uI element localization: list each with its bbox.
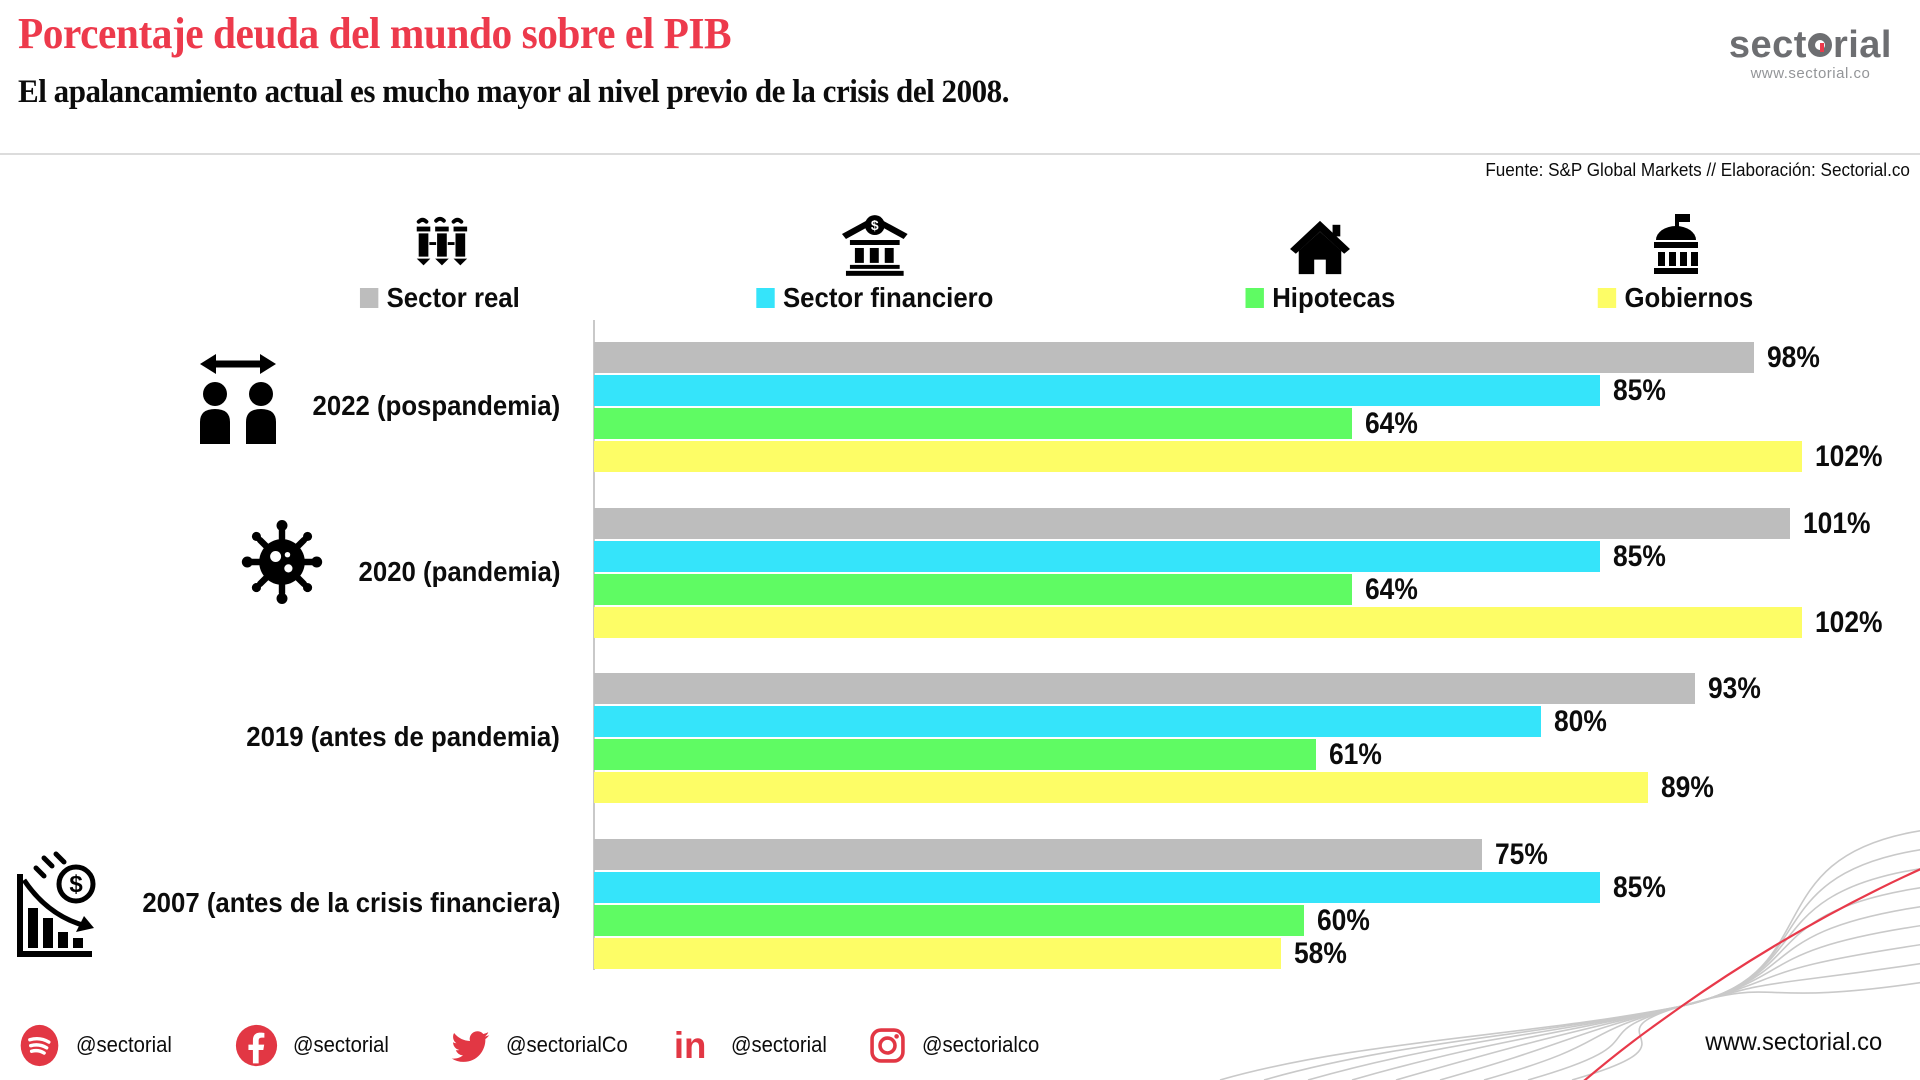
house-icon [1190, 196, 1450, 276]
chart-axis-line [593, 320, 595, 970]
bar-value-label: 64% [1365, 573, 1418, 606]
bar-sector-financiero [594, 541, 1600, 572]
social-instagram: @sectorialco [868, 1020, 1050, 1070]
bar-sector-real [594, 508, 1790, 539]
bar-gobiernos [594, 441, 1802, 472]
bar-hipotecas [594, 739, 1316, 770]
sectorial-logo-text: sect rial [1728, 24, 1892, 66]
social-facebook: @sectorial [235, 1020, 397, 1070]
group-label: 2020 (pandemia) [358, 556, 560, 587]
industry-icon [310, 196, 570, 276]
bank-icon: $ [745, 196, 1005, 276]
bar-value-label: 85% [1613, 374, 1666, 407]
svg-text:$: $ [871, 217, 879, 233]
header-divider [0, 153, 1920, 155]
social-handle: @sectorialCo [506, 1032, 628, 1057]
page-subtitle: El apalancamiento actual es mucho mayor … [18, 74, 1010, 110]
legend-text: Sector financiero [783, 282, 994, 313]
bar-value-label: 102% [1815, 440, 1883, 473]
legend-text: Hipotecas [1271, 282, 1395, 313]
legend-label: Hipotecas [1245, 282, 1395, 314]
legend-swatch [1598, 288, 1617, 308]
bar-value-label: 80% [1554, 705, 1607, 738]
legend-text: Gobiernos [1624, 282, 1754, 313]
legend-swatch [360, 288, 379, 308]
bar-value-label: 102% [1815, 606, 1883, 639]
bar-sector-financiero [594, 706, 1541, 737]
svg-text:in: in [674, 1025, 707, 1066]
bar-value-label: 93% [1708, 672, 1761, 705]
legend-item-hipotecas: Hipotecas [1190, 196, 1450, 314]
bar-sector-real [594, 673, 1695, 704]
bar-value-label: 98% [1767, 341, 1820, 374]
legend-swatch [756, 288, 775, 308]
bar-sector-financiero [594, 375, 1600, 406]
social-handle: @sectorialco [922, 1032, 1040, 1057]
legend-item-sector-real: Sector real [310, 196, 570, 314]
social-handle: @sectorial [76, 1032, 172, 1057]
social-spotify: @sectorial [18, 1020, 180, 1070]
bar-value-label: 64% [1365, 407, 1418, 440]
bar-hipotecas [594, 408, 1352, 439]
group-label: 2019 (antes de pandemia) [246, 721, 560, 752]
source-credit: Fuente: S&P Global Markets // Elaboració… [1485, 160, 1910, 180]
financial-crisis-icon: $ [14, 850, 110, 962]
government-icon [1546, 196, 1806, 276]
social-handle: @sectorial [731, 1032, 827, 1057]
bar-hipotecas [594, 574, 1352, 605]
sectorial-logo-url: www.sectorial.co [1750, 65, 1871, 82]
facebook-icon [235, 1024, 278, 1067]
page-title: Porcentaje deuda del mundo sobre el PIB [18, 9, 732, 58]
virus-icon [240, 516, 324, 608]
social-distance-icon [192, 352, 284, 448]
bar-gobiernos [594, 938, 1281, 969]
sectorial-logo: sect rial www.sectorial.co [1729, 26, 1892, 82]
social-handle: @sectorial [293, 1032, 389, 1057]
group-label: 2022 (pospandemia) [312, 390, 560, 421]
linkedin-icon: in [672, 1023, 716, 1067]
social-linkedin: in @sectorial [672, 1020, 835, 1070]
bar-value-label: 101% [1803, 507, 1871, 540]
decorative-swirl-lines [1219, 830, 1920, 1080]
spotify-icon [18, 1024, 61, 1067]
legend-label: Gobiernos [1598, 282, 1754, 314]
svg-text:$: $ [69, 871, 83, 898]
legend-label: Sector real [360, 282, 520, 314]
group-label: 2007 (antes de la crisis financiera) [141, 887, 560, 918]
twitter-icon [450, 1025, 491, 1066]
website-url: www.sectorial.co [1705, 1028, 1882, 1056]
legend-swatch [1245, 288, 1264, 308]
legend-item-sector-financiero: $ Sector financiero [745, 196, 1005, 314]
bar-value-label: 61% [1329, 738, 1382, 771]
bar-value-label: 85% [1613, 540, 1666, 573]
bar-gobiernos [594, 607, 1802, 638]
bar-sector-real [594, 342, 1754, 373]
legend-text: Sector real [386, 282, 520, 313]
instagram-icon [868, 1026, 907, 1065]
social-twitter: @sectorialCo [450, 1020, 638, 1070]
logo-gauge-o-icon [1807, 33, 1832, 57]
legend-label: Sector financiero [756, 282, 994, 314]
legend-item-gobiernos: Gobiernos [1546, 196, 1806, 314]
